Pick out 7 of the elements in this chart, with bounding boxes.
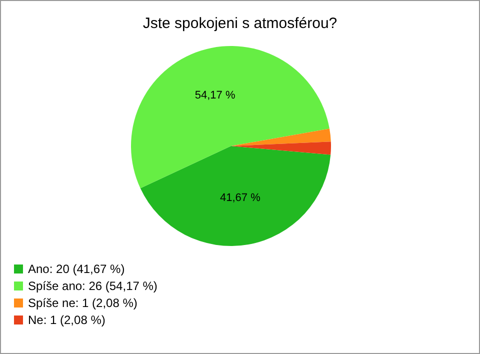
legend-label: Ano: 20 (41,67 %) [28,262,125,276]
chart-title: Jste spokojeni s atmosférou? [142,15,338,32]
data-label: 54,17 % [194,89,236,102]
legend-label: Spíše ne: 1 (2,08 %) [28,296,138,310]
legend-label: Spíše ano: 26 (54,17 %) [28,279,158,293]
data-label: 41,67 % [220,192,261,204]
legend-label: Ne: 1 (2,08 %) [28,313,106,327]
